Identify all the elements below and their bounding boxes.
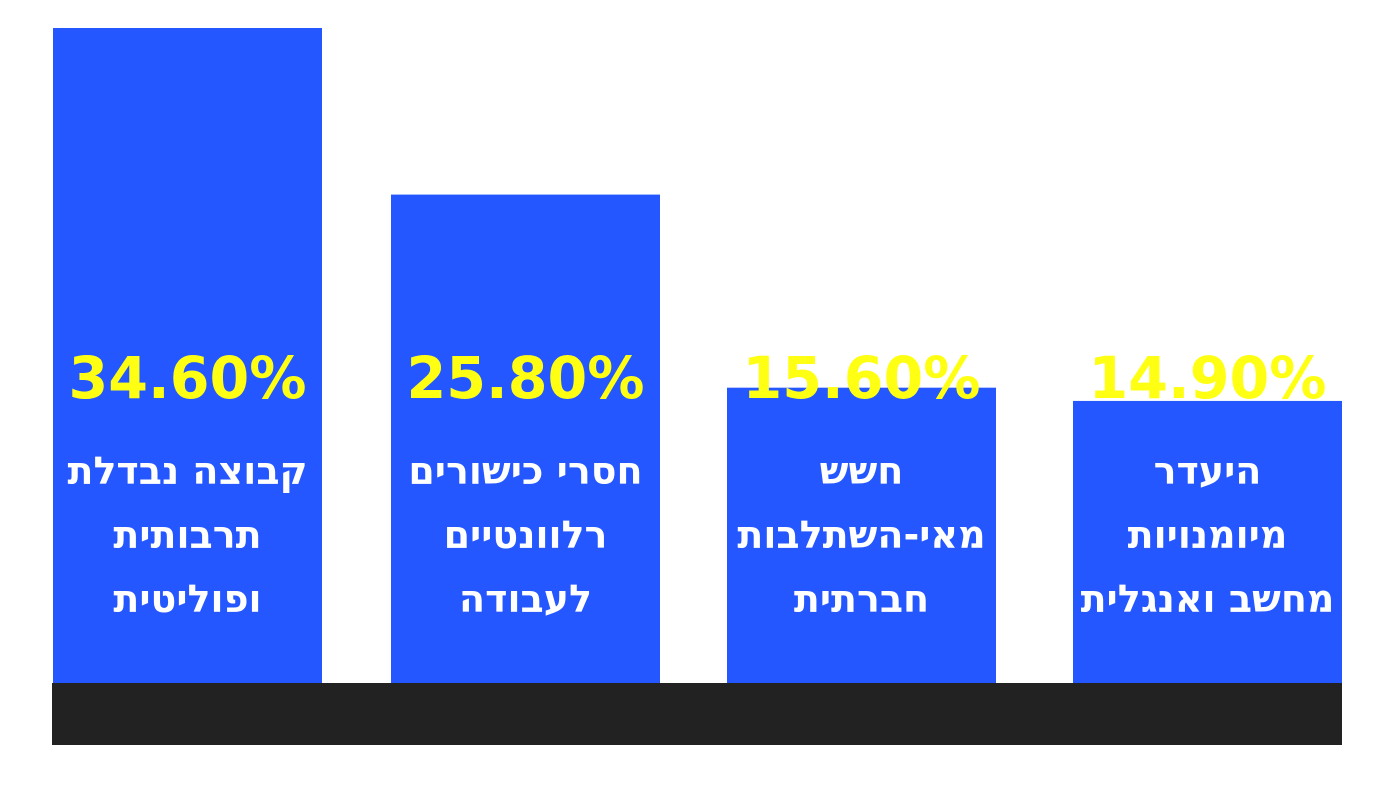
category-label-4-line-3: מחשב ואנגלית [1081, 577, 1335, 621]
bar-1 [53, 28, 322, 683]
bars-group [53, 28, 1342, 683]
category-label-4-line-1: היעדר [1154, 449, 1262, 493]
category-label-1-line-1: קבוצה נבדלת [67, 449, 307, 493]
category-label-1-line-2: תרבותית [113, 513, 261, 557]
bar-4 [1073, 400, 1342, 683]
bar-2 [391, 194, 660, 683]
chart-baseline [52, 683, 1342, 745]
category-label-1-line-3: ופוליטית [113, 577, 261, 621]
category-label-3-line-3: חברתית [794, 577, 929, 621]
category-label-4-line-2: מיומנויות [1128, 513, 1288, 557]
labels-group: 34.60% קבוצה נבדלת תרבותית ופוליטית 25.80% חס… [67, 344, 1334, 621]
value-label-1: 34.60% [69, 344, 307, 412]
bar-3 [727, 387, 996, 683]
category-label-2-line-1: חסרי כישורים [408, 449, 642, 493]
category-label-3-line-1: חשש [820, 449, 904, 493]
value-label-2: 25.80% [407, 344, 645, 412]
category-label-2-line-2: רלוונטיים [444, 513, 608, 557]
category-label-3-line-2: מאי-השתלבות [737, 513, 985, 557]
category-label-2-line-3: לעבודה [459, 577, 592, 621]
value-label-4: 14.90% [1089, 344, 1327, 412]
value-label-3: 15.60% [743, 344, 981, 412]
